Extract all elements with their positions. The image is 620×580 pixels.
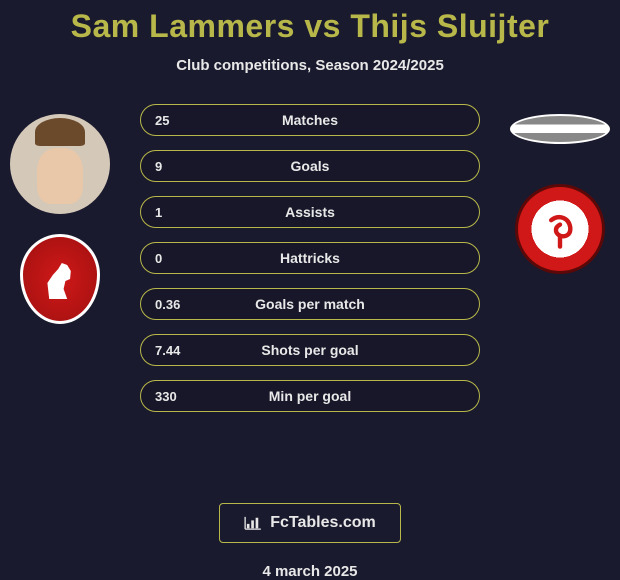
- stats-list: 25 Matches 9 Goals 1 Assists 0 Hattricks…: [130, 104, 490, 477]
- player-left-avatar: [10, 114, 110, 214]
- chart-icon: [244, 516, 262, 530]
- stat-row-gpm: 0.36 Goals per match: [140, 288, 480, 320]
- left-column: [0, 104, 120, 477]
- stat-value-left: 25: [155, 113, 169, 128]
- avatar-hair: [35, 118, 85, 146]
- stat-label: Goals: [291, 158, 330, 174]
- stat-row-hattricks: 0 Hattricks: [140, 242, 480, 274]
- almere-city-badge-icon: [515, 184, 605, 274]
- stat-value-left: 330: [155, 389, 177, 404]
- main-area: 25 Matches 9 Goals 1 Assists 0 Hattricks…: [0, 104, 620, 477]
- stat-value-left: 7.44: [155, 343, 180, 358]
- date-label: 4 march 2025: [262, 563, 357, 580]
- subtitle: Club competitions, Season 2024/2025: [176, 57, 444, 74]
- right-column: [500, 104, 620, 477]
- stat-value-left: 0.36: [155, 297, 180, 312]
- stat-row-mpg: 330 Min per goal: [140, 380, 480, 412]
- stat-value-left: 1: [155, 205, 162, 220]
- stat-row-spg: 7.44 Shots per goal: [140, 334, 480, 366]
- comparison-card: Sam Lammers vs Thijs Sluijter Club compe…: [0, 0, 620, 580]
- brand-badge[interactable]: FcTables.com: [219, 503, 401, 543]
- stat-row-matches: 25 Matches: [140, 104, 480, 136]
- stat-label: Goals per match: [255, 296, 365, 312]
- avatar-head: [37, 148, 83, 204]
- fc-twente-badge-icon: [20, 234, 100, 324]
- page-title: Sam Lammers vs Thijs Sluijter: [71, 8, 550, 45]
- stat-label: Shots per goal: [261, 342, 358, 358]
- brand-label: FcTables.com: [270, 514, 376, 532]
- stat-label: Min per goal: [269, 388, 351, 404]
- stat-label: Assists: [285, 204, 335, 220]
- horse-icon: [42, 259, 78, 299]
- stat-label: Hattricks: [280, 250, 340, 266]
- club-badge-left: [20, 234, 100, 324]
- stat-label: Matches: [282, 112, 338, 128]
- flamingo-icon: [538, 207, 582, 251]
- stat-value-left: 0: [155, 251, 162, 266]
- stat-value-left: 9: [155, 159, 162, 174]
- stat-row-goals: 9 Goals: [140, 150, 480, 182]
- stat-row-assists: 1 Assists: [140, 196, 480, 228]
- flag-oval-icon: [510, 114, 610, 144]
